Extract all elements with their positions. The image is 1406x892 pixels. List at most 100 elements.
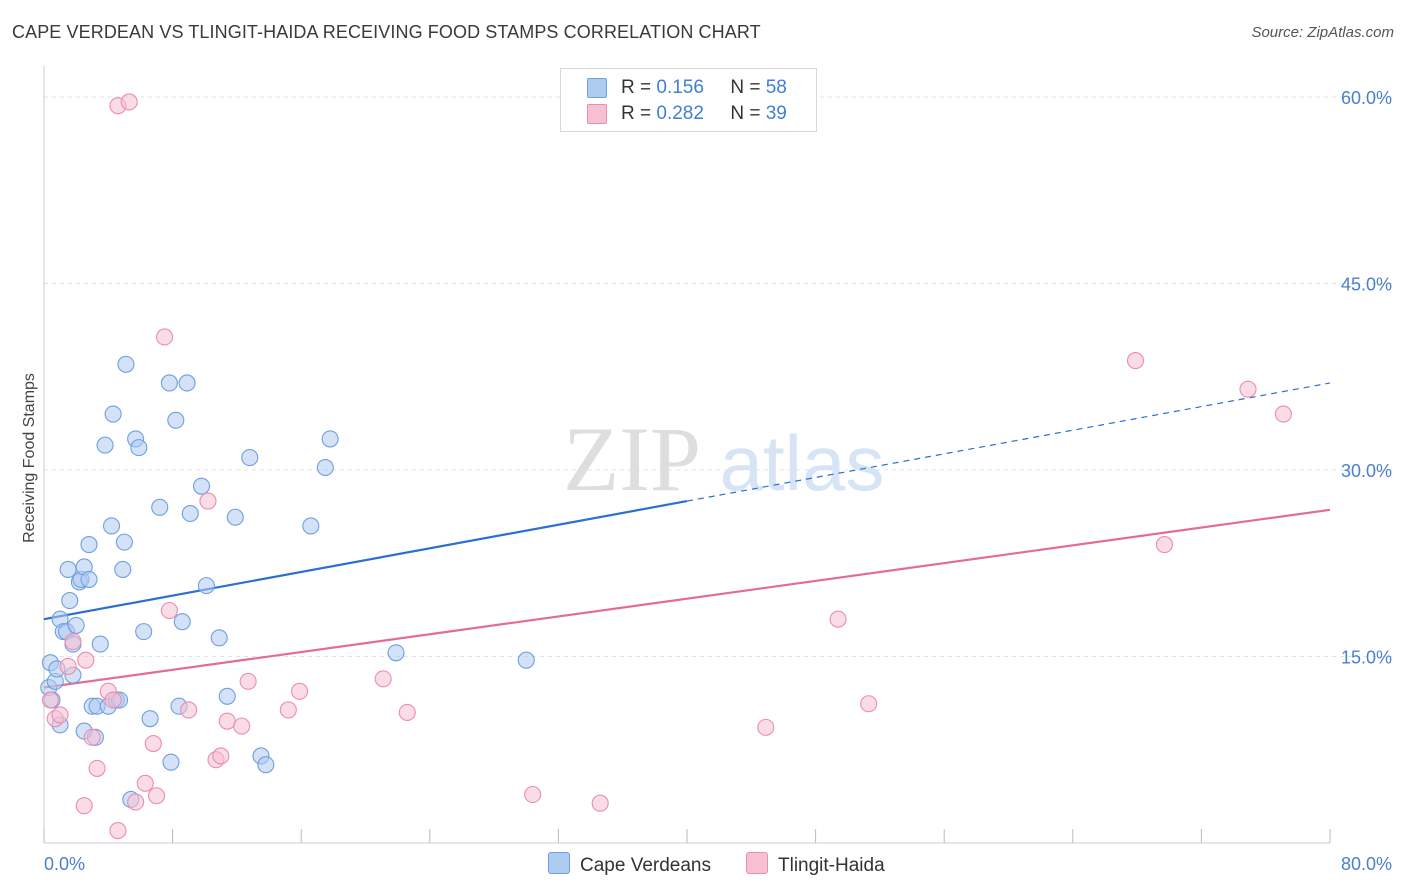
- tlingit-haida-point: [88, 759, 106, 777]
- source-label: Source: ZipAtlas.com: [1251, 24, 1394, 41]
- y-tick-label: 60.0%: [1341, 88, 1392, 108]
- cape-verdean-point: [61, 591, 79, 610]
- tlingit-haida-point: [136, 774, 154, 792]
- cape-verdean-point: [517, 651, 535, 669]
- tlingit-haida-point: [51, 706, 69, 724]
- grid-lines: [44, 96, 1392, 657]
- tlingit-haida-point: [109, 822, 127, 840]
- legend-n-label: N =: [730, 103, 761, 124]
- watermark: ZIP atlas: [563, 408, 884, 510]
- tlingit-haida-point: [291, 682, 309, 700]
- y-tick-label: 45.0%: [1341, 275, 1392, 295]
- trend-lines: [43, 382, 1331, 689]
- cape-verdean-point: [173, 613, 191, 631]
- cape-verdean-point: [80, 536, 98, 554]
- axes: [43, 66, 1331, 844]
- legend-swatch-pink: [587, 104, 607, 124]
- bottom-legend-swatch-pink: [746, 852, 768, 874]
- tlingit-haida-point: [1274, 405, 1292, 423]
- cape-verdean-point: [141, 710, 159, 728]
- cape-verdean-point: [130, 439, 148, 457]
- bottom-legend-tlingit-haida: Tlingit-Haida: [746, 852, 885, 877]
- cape-verdean-point: [181, 504, 199, 523]
- tlingit-haida-point: [829, 610, 847, 628]
- tlingit-haida-point: [1239, 380, 1257, 398]
- legend-r-value: 0.156: [656, 77, 704, 98]
- tlingit-haida-point: [156, 328, 174, 346]
- cape-verdean-point: [197, 577, 215, 595]
- tlingit-haida-point: [199, 492, 217, 510]
- tlingit-haida-point: [218, 712, 236, 730]
- tlingit-haida-point: [64, 633, 82, 651]
- legend-r-label: R =: [621, 103, 652, 124]
- tlingit-haida-point: [1126, 352, 1145, 370]
- tlingit-haida-point: [83, 728, 101, 746]
- cape-verdean-point: [178, 374, 196, 392]
- tlingit-haida-point: [279, 701, 297, 719]
- tlingit-haida-point: [374, 670, 392, 688]
- tlingit-haida-point: [591, 794, 609, 812]
- tlingit-haida-point: [160, 601, 178, 620]
- tlingit-haida-point: [104, 691, 122, 709]
- tlingit-haida-point: [59, 657, 77, 675]
- cape-verdean-point: [102, 517, 121, 535]
- watermark-atlas: atlas: [720, 419, 885, 507]
- legend-n-value: 58: [765, 77, 787, 98]
- cape-verdean-point: [135, 623, 153, 641]
- cape-verdean-point: [321, 430, 339, 448]
- tlingit-haida-point: [77, 651, 95, 669]
- legend-n-label: N =: [730, 77, 761, 98]
- bottom-legend-cape-verdeans: Cape Verdeans: [548, 852, 711, 877]
- tlingit-haida-point: [120, 93, 138, 111]
- cape-verdean-point: [302, 517, 320, 535]
- cape-verdean-point: [210, 629, 228, 647]
- cape-verdean-point: [226, 508, 244, 526]
- tlingit-haida-point: [127, 793, 145, 811]
- watermark-zip: ZIP: [563, 408, 701, 510]
- cape-verdean-point: [96, 436, 114, 454]
- cape-verdean-point: [151, 498, 169, 516]
- x-tick-label: 80.0%: [1341, 854, 1392, 874]
- legend-n-value: 39: [765, 103, 787, 124]
- tlingit-haida-point: [524, 785, 542, 804]
- y-tick-label: 30.0%: [1341, 461, 1392, 481]
- cape-verdean-point: [162, 753, 180, 771]
- tlingit-haida-point: [212, 747, 230, 765]
- x-tick-labels: 0.0% 80.0%: [44, 854, 1392, 874]
- y-tick-labels: 15.0% 30.0% 45.0% 60.0%: [1341, 88, 1392, 668]
- tlingit-haida-point: [180, 701, 198, 719]
- tlingit-haida-point: [1155, 536, 1173, 554]
- tlingit-haida-point: [75, 797, 93, 815]
- cape-verdean-trend-line: [43, 500, 688, 621]
- cape-verdean-point: [80, 570, 98, 588]
- tlingit-haida-point: [239, 672, 257, 690]
- cape-verdean-point: [241, 449, 259, 467]
- tlingit-haida-point: [147, 787, 166, 805]
- bottom-legend-label: Cape Verdeans: [580, 855, 711, 876]
- cape-verdean-point: [387, 644, 405, 662]
- cape-verdean-point: [160, 374, 178, 392]
- tlingit-haida-point: [757, 718, 775, 736]
- stats-legend: R = 0.156 N = 58 R = 0.282 N = 39: [560, 68, 817, 132]
- tlingit-haida-point: [860, 695, 878, 713]
- cape-verdean-point: [67, 616, 85, 634]
- cape-verdean-point: [115, 533, 133, 551]
- x-tick-label: 0.0%: [44, 854, 85, 874]
- tlingit-haida-point: [41, 691, 59, 709]
- cape-verdean-point: [218, 687, 236, 705]
- y-tick-label: 15.0%: [1341, 648, 1392, 668]
- cape-verdean-trend-extension: [686, 382, 1331, 502]
- cape-verdean-point: [117, 355, 135, 373]
- tlingit-haida-point: [233, 717, 251, 735]
- bottom-legend-label: Tlingit-Haida: [778, 855, 885, 876]
- cape-verdean-point: [192, 477, 211, 495]
- cape-verdean-point: [257, 756, 275, 774]
- cape-verdean-point: [316, 458, 334, 477]
- tlingit-haida-point: [398, 703, 416, 722]
- bottom-legend-swatch-blue: [548, 852, 570, 874]
- data-points: [40, 93, 1292, 840]
- legend-r-label: R =: [621, 77, 652, 98]
- legend-swatch-blue: [587, 78, 607, 98]
- cape-verdean-point: [167, 411, 185, 429]
